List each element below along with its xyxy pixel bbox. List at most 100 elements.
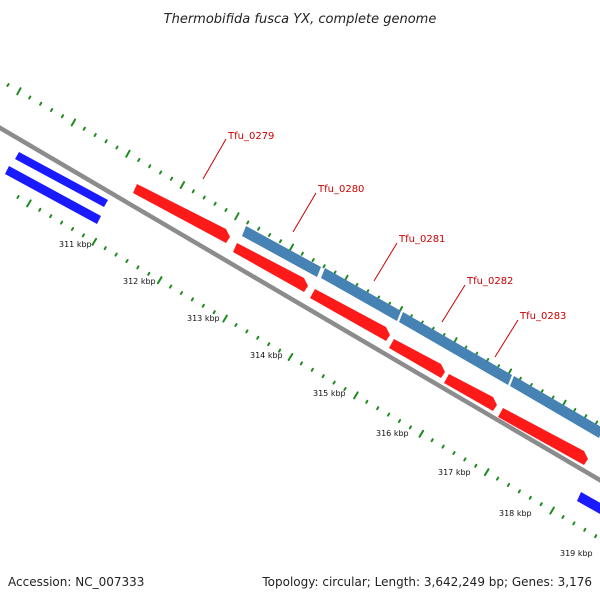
outer-track-minor-tick xyxy=(278,239,283,244)
inner-track-minor-tick xyxy=(310,367,314,372)
gene-feature-reverse[interactable] xyxy=(389,339,445,378)
gene-feature-forward[interactable] xyxy=(577,492,600,514)
outer-track-minor-tick xyxy=(551,395,555,400)
gene-label-tfu-0282[interactable]: Tfu_0282 xyxy=(466,276,513,287)
gene-labels: Tfu_0279 Tfu_0280 Tfu_0281 Tfu_0282 Tfu_… xyxy=(227,131,566,322)
outer-track-minor-tick xyxy=(115,145,119,150)
outer-track-minor-tick xyxy=(496,364,501,369)
outer-track-minor-tick xyxy=(191,189,195,194)
outer-track-minor-tick xyxy=(573,408,577,412)
outer-track-major-tick xyxy=(234,212,240,221)
outer-track-minor-tick xyxy=(595,420,599,425)
inner-track-minor-tick xyxy=(245,329,249,334)
outer-track-minor-tick xyxy=(169,176,174,181)
gene-feature-reverse[interactable] xyxy=(133,184,230,243)
inner-track-major-tick xyxy=(549,506,555,515)
outer-track-minor-tick xyxy=(50,108,54,112)
outer-track-minor-tick xyxy=(246,220,250,225)
inner-track-major-tick xyxy=(91,237,98,246)
gene-feature-reverse[interactable] xyxy=(310,289,390,341)
outer-track-major-tick xyxy=(288,243,295,252)
genome-summary-text: Topology: circular; Length: 3,642,249 bp… xyxy=(261,575,592,589)
inner-track-minor-tick xyxy=(234,323,238,327)
outer-track-minor-tick xyxy=(148,164,152,169)
leader-line xyxy=(373,242,398,282)
inner-track-major-tick xyxy=(483,468,490,477)
inner-track-minor-tick xyxy=(278,348,282,353)
scale-label-314: 314 kbp xyxy=(250,351,283,360)
inner-track-minor-tick xyxy=(517,489,521,494)
leader-line xyxy=(494,319,519,358)
inner-track-major-tick xyxy=(26,199,32,208)
gene-feature-reverse[interactable] xyxy=(498,408,588,465)
outer-track-minor-tick xyxy=(355,283,359,287)
inner-track-minor-tick xyxy=(387,412,391,417)
genome-backbone xyxy=(0,125,600,483)
gene-feature-reverse[interactable] xyxy=(233,243,308,292)
inner-track-minor-tick xyxy=(38,207,42,212)
inner-track-major-tick xyxy=(287,353,294,361)
inner-track-minor-tick xyxy=(49,214,53,219)
scale-label-319: 319 kbp xyxy=(560,549,593,558)
inner-track-minor-tick xyxy=(441,444,445,449)
inner-track-minor-tick xyxy=(256,335,260,340)
inner-track-minor-tick xyxy=(528,495,532,500)
gene-label-tfu-0280[interactable]: Tfu_0280 xyxy=(317,184,364,195)
inner-track-minor-tick xyxy=(539,502,543,507)
gene-feature-forward[interactable] xyxy=(15,152,108,207)
gene-feature-highlight[interactable] xyxy=(321,268,401,321)
outer-track-minor-tick xyxy=(213,201,217,206)
inner-track-minor-tick xyxy=(169,284,173,289)
outer-track-minor-tick xyxy=(257,226,261,231)
inner-track-minor-tick xyxy=(81,233,85,238)
outer-track-minor-tick xyxy=(93,133,97,137)
inner-track-minor-tick xyxy=(201,303,205,308)
outer-track-minor-tick xyxy=(6,83,10,87)
outer-track-minor-tick xyxy=(311,258,315,262)
gene-feature-highlight[interactable] xyxy=(510,376,600,438)
scale-label-317: 317 kbp xyxy=(438,468,471,477)
inner-track-minor-tick xyxy=(583,527,587,532)
inner-track-minor-tick xyxy=(463,457,467,462)
gene-label-tfu-0283[interactable]: Tfu_0283 xyxy=(519,311,566,322)
gene-feature-highlight[interactable] xyxy=(399,312,512,385)
outer-track-major-tick xyxy=(70,118,77,127)
gene-features xyxy=(5,152,600,514)
leader-line xyxy=(441,284,466,323)
outer-track-minor-tick xyxy=(28,95,32,100)
gene-label-tfu-0279[interactable]: Tfu_0279 xyxy=(227,131,274,142)
inner-track-minor-tick xyxy=(136,265,140,270)
inner-track-minor-tick xyxy=(147,271,151,276)
gene-feature-highlight[interactable] xyxy=(242,226,321,277)
outer-track-minor-tick xyxy=(60,114,65,119)
outer-track-minor-tick xyxy=(584,414,588,419)
inner-track-major-tick xyxy=(353,391,359,400)
outer-track-major-tick xyxy=(179,181,186,189)
inner-track-minor-tick xyxy=(474,463,478,468)
gene-label-leaders xyxy=(202,138,519,358)
inner-track-minor-tick xyxy=(16,195,20,199)
inner-track-minor-tick xyxy=(594,534,598,539)
accession-text: Accession: NC_007333 xyxy=(8,575,144,589)
inner-track-minor-tick xyxy=(452,451,456,455)
inner-track-minor-tick xyxy=(267,342,271,347)
inner-track-minor-tick xyxy=(572,521,576,526)
leader-line xyxy=(292,192,317,233)
inner-track-minor-tick xyxy=(496,476,500,481)
outer-track-minor-tick xyxy=(202,195,206,200)
inner-track-minor-tick xyxy=(114,252,118,257)
inner-track-minor-tick xyxy=(506,483,511,487)
inner-track-minor-tick xyxy=(343,387,347,391)
outer-track-major-tick xyxy=(125,149,131,158)
scale-label-311: 311 kbp xyxy=(59,240,92,249)
scale-label-312: 312 kbp xyxy=(123,277,156,286)
gene-feature-reverse[interactable] xyxy=(444,374,497,411)
inner-track-minor-tick xyxy=(179,291,184,295)
inner-track-minor-tick xyxy=(376,406,380,411)
gene-feature-forward[interactable] xyxy=(5,166,101,224)
outer-track-minor-tick xyxy=(104,139,108,144)
gene-label-tfu-0281[interactable]: Tfu_0281 xyxy=(398,234,445,245)
inner-track-major-tick xyxy=(418,429,425,438)
inner-track-minor-tick xyxy=(212,310,216,315)
